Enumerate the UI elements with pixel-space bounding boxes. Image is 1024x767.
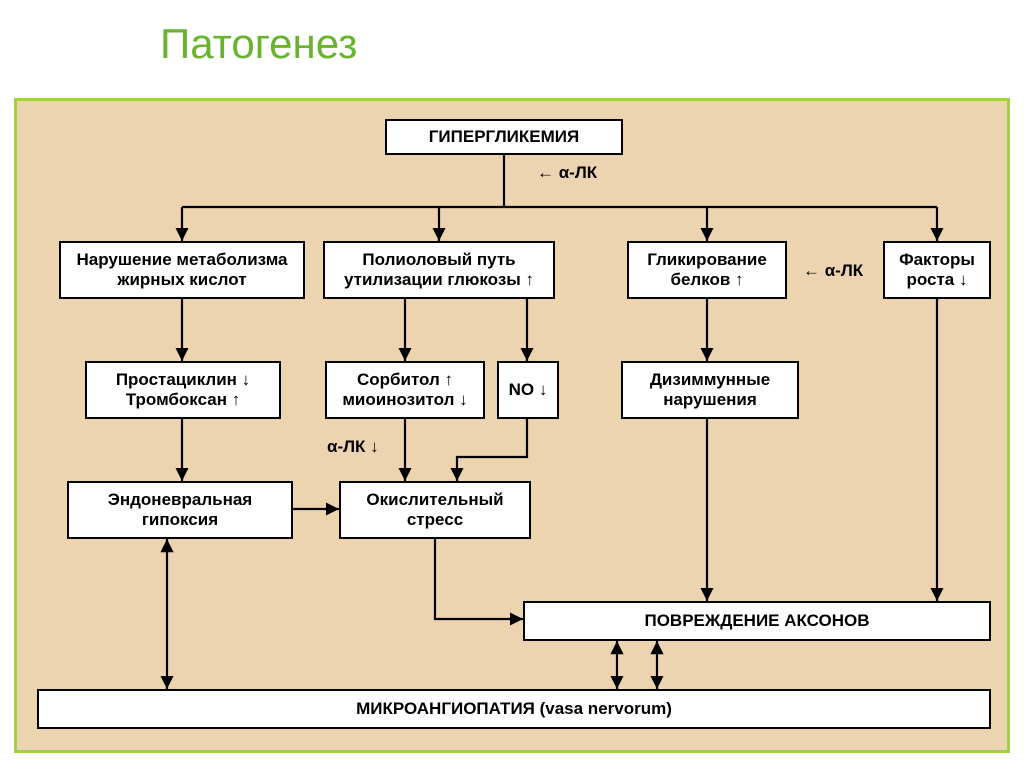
node-prost: Простациклин ↓ Тромбоксан ↑ bbox=[85, 361, 281, 419]
node-ox: Окислительный стресс bbox=[339, 481, 531, 539]
node-glyc: Гликирование белков ↑ bbox=[627, 241, 787, 299]
node-no: NO ↓ bbox=[497, 361, 559, 419]
node-hypox: Эндоневральная гипоксия bbox=[67, 481, 293, 539]
annotation-2: α-ЛК ↓ bbox=[327, 437, 379, 457]
nodes-layer: ГИПЕРГЛИКЕМИЯ Нарушение метаболизма жирны… bbox=[17, 101, 1007, 750]
node-hyper: ГИПЕРГЛИКЕМИЯ bbox=[385, 119, 623, 155]
page-title: Патогенез bbox=[160, 20, 357, 68]
node-fatty: Нарушение метаболизма жирных кислот bbox=[59, 241, 305, 299]
node-growth: Факторы роста ↓ bbox=[883, 241, 991, 299]
node-sorb: Сорбитол ↑ миоинозитол ↓ bbox=[325, 361, 485, 419]
annotation-0: ← α-ЛК bbox=[537, 163, 597, 183]
node-axon: ПОВРЕЖДЕНИЕ АКСОНОВ bbox=[523, 601, 991, 641]
node-polyol: Полиоловый путь утилизации глюкозы ↑ bbox=[323, 241, 555, 299]
node-micro: МИКРОАНГИОПАТИЯ (vasa nervorum) bbox=[37, 689, 991, 729]
node-dys: Дизиммунные нарушения bbox=[621, 361, 799, 419]
diagram-frame: ГИПЕРГЛИКЕМИЯ Нарушение метаболизма жирны… bbox=[14, 98, 1010, 753]
annotation-1: ← α-ЛК bbox=[803, 261, 863, 281]
